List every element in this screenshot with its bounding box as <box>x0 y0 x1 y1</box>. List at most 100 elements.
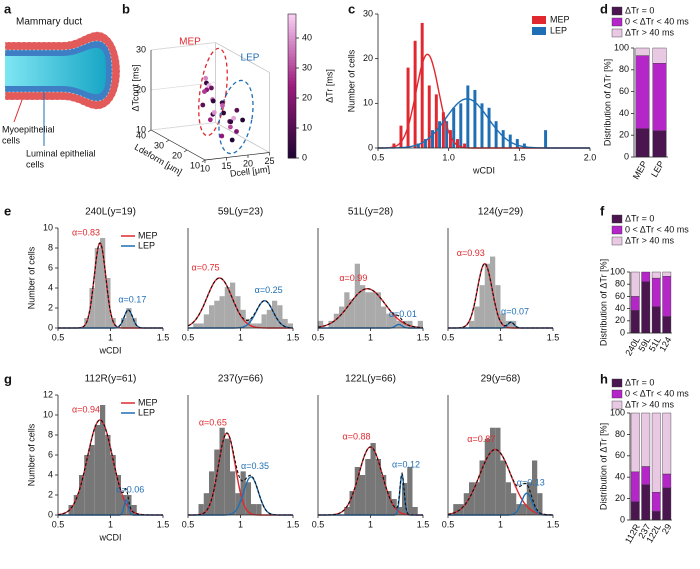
colorbar-step <box>288 20 296 24</box>
bar <box>105 278 111 328</box>
group-label: MEP <box>179 37 201 48</box>
bar <box>89 445 95 515</box>
bar <box>209 305 215 328</box>
y-tick-label: 0 <box>48 509 53 519</box>
bar <box>370 443 376 515</box>
x-tick-label: 1.5 <box>513 152 526 162</box>
colorbar-step <box>288 32 296 36</box>
grid-line <box>150 42 216 51</box>
duct-label: Mammary duct <box>16 17 82 28</box>
legend-label: ΔTr = 0 <box>625 5 654 15</box>
bar <box>474 482 480 515</box>
bar <box>287 323 293 328</box>
fit-label: α=0.65 <box>199 418 227 428</box>
x-tick-label: 2.0 <box>584 152 597 162</box>
bar <box>544 130 548 148</box>
bar-segment <box>662 473 672 489</box>
x-tick-label: 1 <box>498 332 503 342</box>
bar <box>339 306 345 328</box>
x-tick-label: 1 <box>108 332 113 342</box>
point <box>228 124 233 130</box>
colorbar-step <box>288 89 296 93</box>
bar <box>344 507 350 515</box>
x-tick-label: 0.5 <box>372 152 385 162</box>
bar <box>416 143 420 148</box>
bar <box>474 306 480 328</box>
bar <box>515 139 519 148</box>
fit-label: α=0.01 <box>389 309 417 319</box>
y-tick <box>147 129 152 133</box>
point <box>202 89 207 94</box>
colorbar-step <box>288 131 296 135</box>
colorbar-step <box>288 104 296 108</box>
x-tick-label: 29 <box>660 522 674 536</box>
bar <box>484 438 490 515</box>
fit-label: α=0.94 <box>72 404 100 414</box>
colorbar-step <box>288 92 296 96</box>
colorbar-step <box>288 23 296 27</box>
fit-label: α=0.25 <box>255 285 283 295</box>
bar <box>453 504 459 515</box>
bar <box>79 475 85 515</box>
bar <box>434 94 438 148</box>
mep-ellipse <box>198 47 228 137</box>
x-tick-label: 1.5 <box>287 519 300 529</box>
point <box>231 115 237 121</box>
bar <box>245 482 251 515</box>
fit-label: α=0.07 <box>501 307 529 317</box>
fit-sum <box>448 263 553 329</box>
bar <box>406 67 410 148</box>
y-tick <box>183 149 188 153</box>
y-tick-label: 60 <box>615 450 625 460</box>
fit-curve <box>378 98 590 149</box>
y-tick-label: 6 <box>48 262 53 272</box>
bar <box>354 263 360 328</box>
grid-line <box>150 122 216 131</box>
fit-label: α=0.13 <box>517 478 545 488</box>
luminal-label: cells <box>26 159 45 169</box>
bar <box>333 313 339 328</box>
colorbar-tick-label: 10 <box>302 122 312 132</box>
x-tick-label: 15 <box>221 161 231 171</box>
bar <box>121 495 127 515</box>
bar-segment <box>641 271 651 282</box>
point <box>211 110 217 115</box>
axis <box>204 152 270 161</box>
legend-label: ΔTr > 40 ms <box>625 27 674 37</box>
legend-label: ΔTr = 0 <box>625 377 654 387</box>
bar-segment <box>635 47 650 56</box>
x-tick-label: 124 <box>657 335 673 353</box>
bar <box>412 507 418 515</box>
colorbar-step <box>288 59 296 63</box>
y-axis-label: Distribution of ΔTr [%] <box>598 259 608 346</box>
y-tick-label: 20 <box>619 130 629 140</box>
bar <box>94 248 100 328</box>
colorbar-step <box>288 98 296 102</box>
colorbar-step <box>288 149 296 153</box>
legend-label: ΔTr > 40 ms <box>625 399 674 409</box>
y-tick-label: 10 <box>43 409 53 419</box>
bar <box>131 505 137 515</box>
bar <box>230 471 236 515</box>
bar <box>399 125 403 148</box>
panel-label: e <box>4 203 11 218</box>
colorbar-step <box>288 68 296 72</box>
box-edge <box>215 42 270 73</box>
bar <box>479 285 485 328</box>
bar <box>495 285 501 328</box>
y-tick <box>201 159 206 163</box>
bar <box>537 493 543 515</box>
bar <box>251 504 257 515</box>
y-tick-label: 8 <box>48 429 53 439</box>
fit-label: α=0.83 <box>72 227 100 237</box>
bar <box>469 320 475 328</box>
x-tick-label: 0.5 <box>442 332 455 342</box>
bar <box>282 318 288 328</box>
bar <box>365 459 371 515</box>
legend-label: ΔTr = 0 <box>625 213 654 223</box>
lep-ellipse <box>218 79 254 155</box>
y-tick-label: 4 <box>48 282 53 292</box>
legend-label: MEP <box>138 397 158 407</box>
bar <box>251 323 257 328</box>
y-tick-label: 30 <box>154 140 164 150</box>
